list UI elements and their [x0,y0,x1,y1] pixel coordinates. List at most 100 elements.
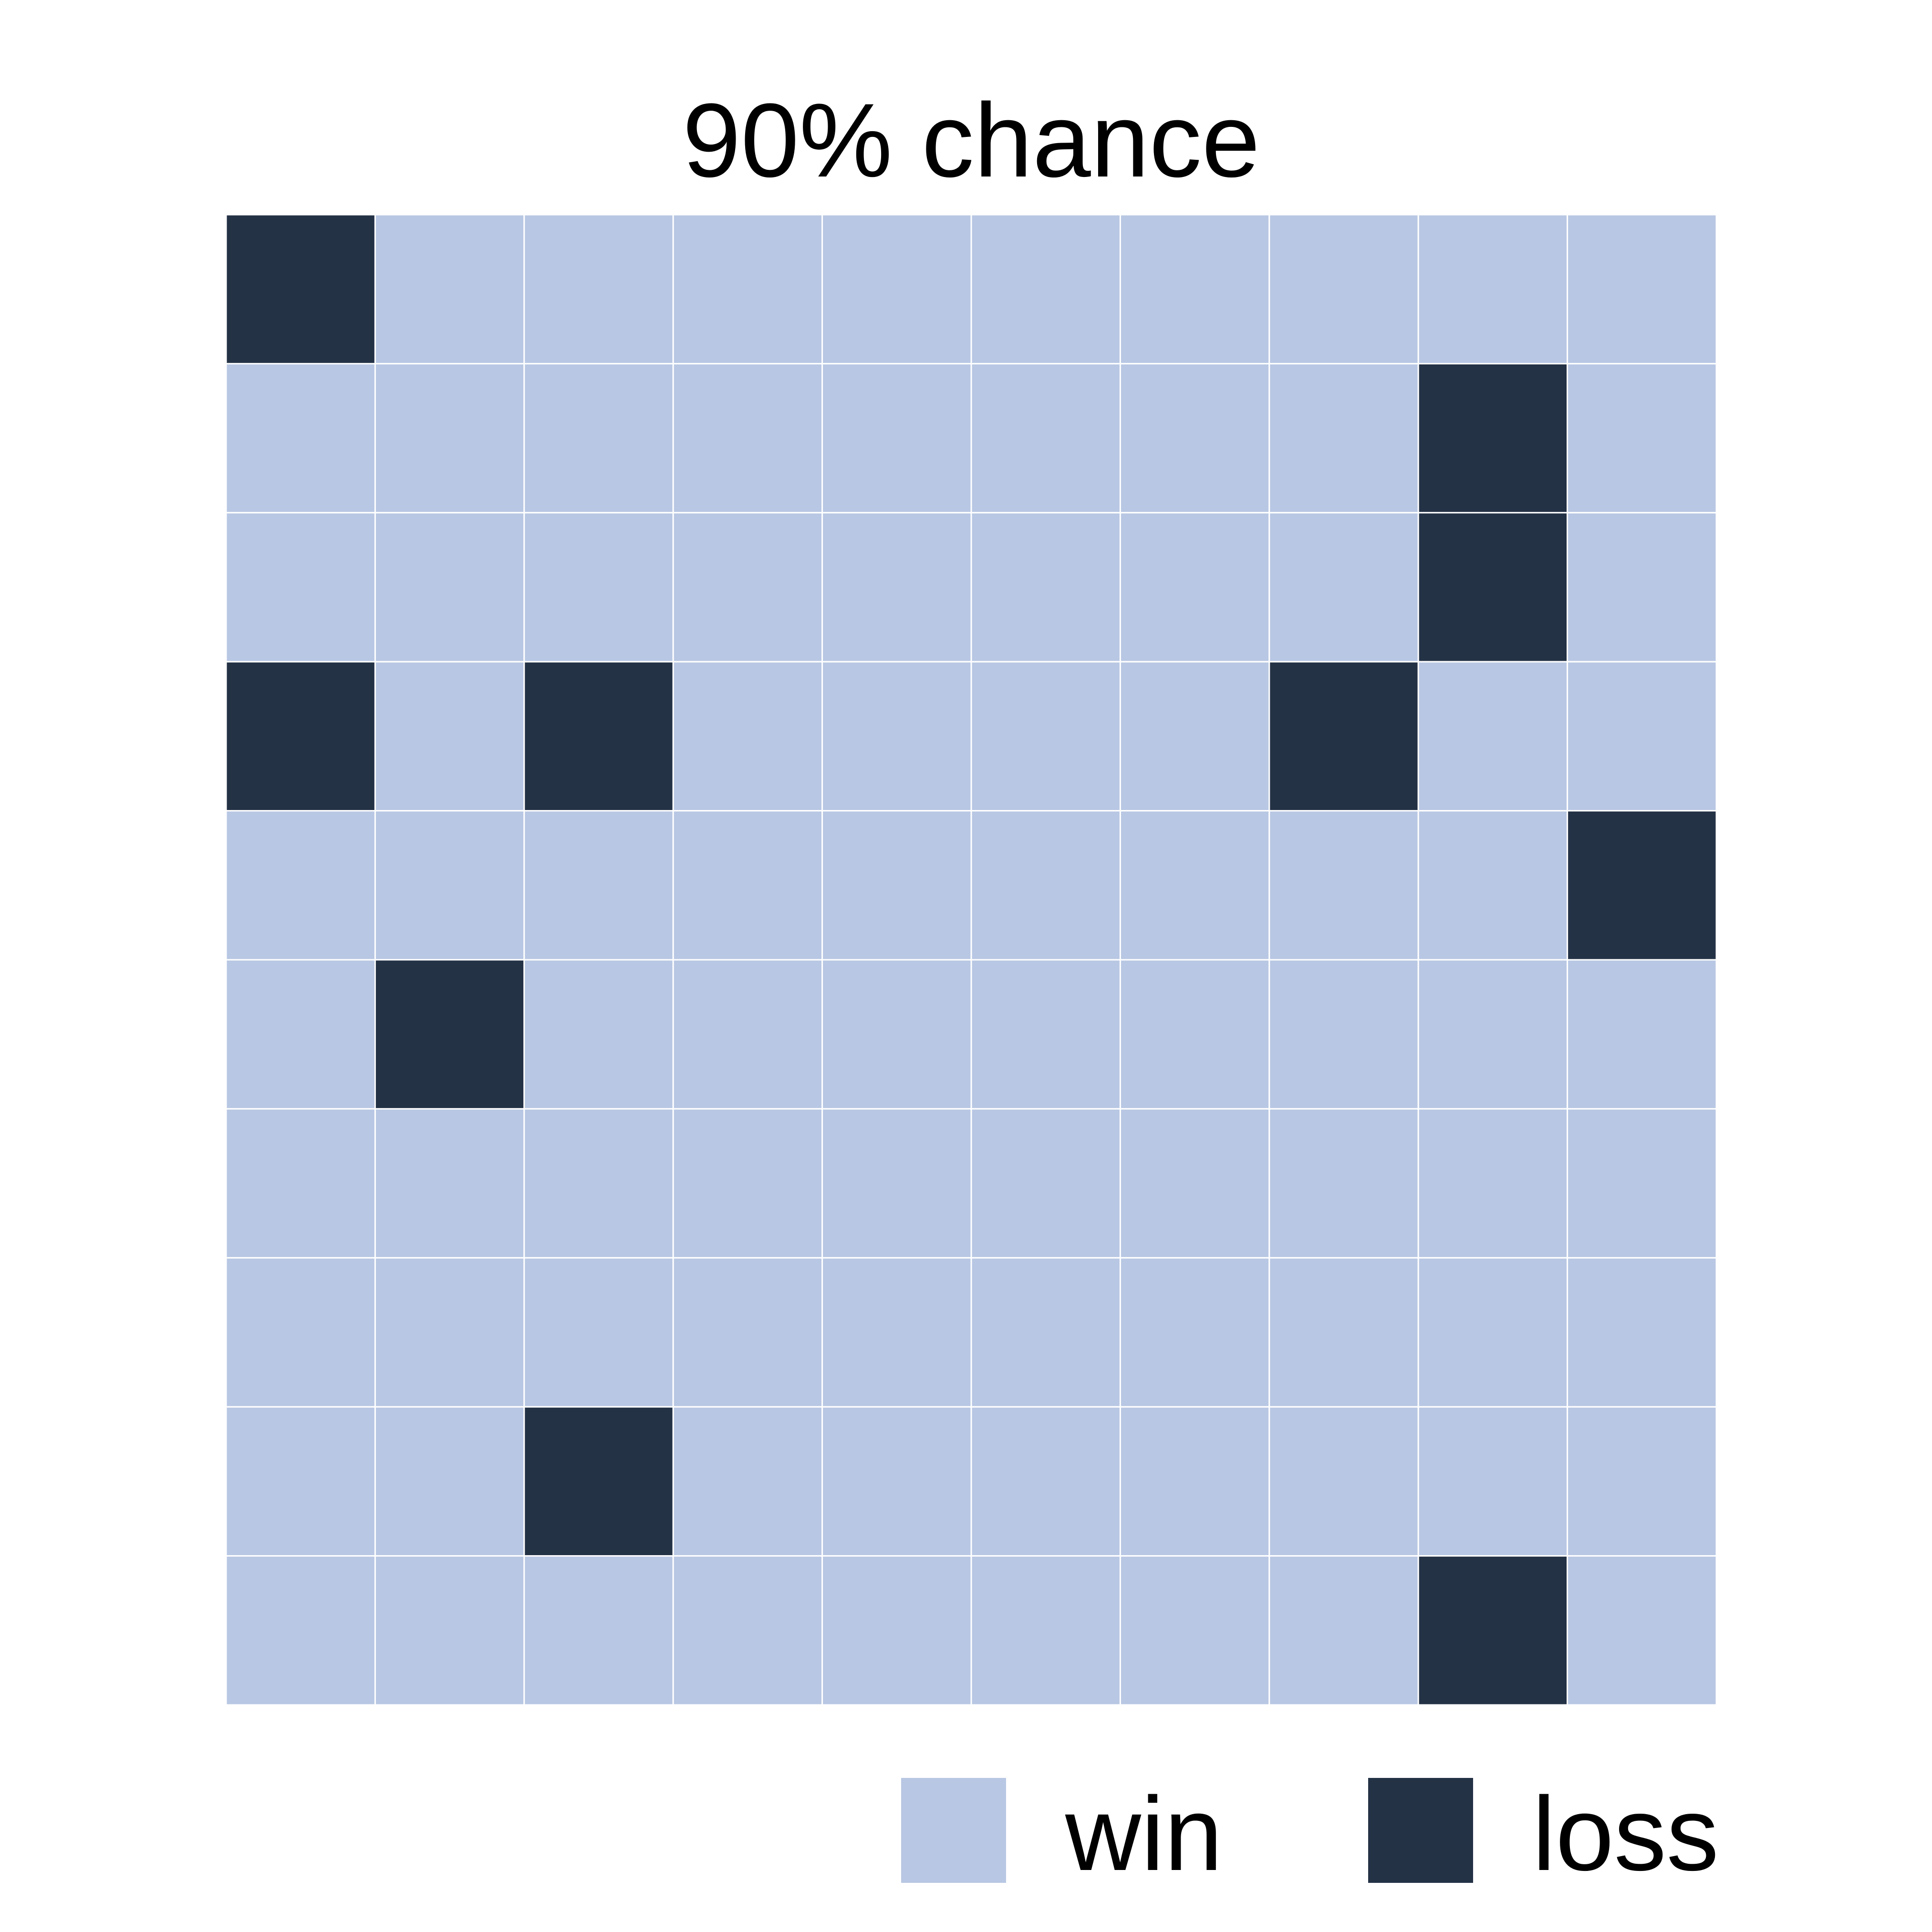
waffle-cell-win [225,1257,376,1408]
waffle-cell-win [225,959,376,1110]
waffle-cell-win [374,214,525,364]
waffle-cell-loss [1268,661,1419,812]
waffle-cell-win [672,363,823,514]
waffle-cell-win [374,1555,525,1706]
waffle-cell-win [374,363,525,514]
waffle-cell-win [1417,1108,1568,1259]
waffle-cell-win [225,512,376,663]
waffle-cell-win [1119,959,1270,1110]
waffle-cell-win [821,1555,972,1706]
waffle-cell-win [970,512,1121,663]
waffle-cell-loss [1417,512,1568,663]
legend-label-win: win [1065,1775,1223,1892]
waffle-cell-win [374,1406,525,1557]
waffle-cell-win [225,363,376,514]
waffle-cell-win [1417,1257,1568,1408]
waffle-cell-win [1417,661,1568,812]
waffle-cell-win [970,214,1121,364]
waffle-cell-win [1417,1406,1568,1557]
waffle-cell-win [821,512,972,663]
waffle-cell-loss [374,959,525,1110]
waffle-cell-win [672,810,823,961]
waffle-cell-win [523,959,674,1110]
waffle-cell-win [225,1108,376,1259]
waffle-cell-win [1119,661,1270,812]
waffle-cell-win [1119,1555,1270,1706]
waffle-cell-win [821,1257,972,1408]
waffle-cell-win [1567,1555,1717,1706]
waffle-cell-loss [225,661,376,812]
waffle-cell-win [1268,1555,1419,1706]
waffle-cell-loss [523,1406,674,1557]
waffle-grid [225,214,1717,1706]
waffle-cell-win [523,1108,674,1259]
waffle-cell-win [374,1257,525,1408]
waffle-cell-loss [1567,810,1717,961]
waffle-cell-win [672,1108,823,1259]
waffle-cell-win [1119,512,1270,663]
waffle-cell-win [672,661,823,812]
waffle-cell-win [821,959,972,1110]
legend-label-loss: loss [1532,1775,1719,1892]
waffle-cell-win [1417,214,1568,364]
waffle-cell-win [523,363,674,514]
waffle-cell-win [374,810,525,961]
waffle-cell-win [672,1555,823,1706]
waffle-cell-win [821,1108,972,1259]
waffle-cell-win [970,1257,1121,1408]
waffle-cell-win [1119,363,1270,514]
waffle-cell-win [1567,1108,1717,1259]
waffle-cell-win [225,810,376,961]
waffle-cell-win [523,1555,674,1706]
waffle-cell-win [672,1406,823,1557]
waffle-cell-win [1268,1406,1419,1557]
waffle-cell-win [1268,810,1419,961]
waffle-cell-win [1417,810,1568,961]
waffle-cell-win [1268,214,1419,364]
waffle-cell-win [1119,1108,1270,1259]
waffle-cell-win [821,214,972,364]
waffle-cell-win [374,512,525,663]
waffle-cell-win [1119,214,1270,364]
waffle-cell-win [1567,214,1717,364]
legend-swatch-loss [1368,1778,1473,1883]
waffle-cell-win [821,1406,972,1557]
waffle-cell-win [1567,363,1717,514]
waffle-cell-loss [1417,363,1568,514]
waffle-cell-win [1268,959,1419,1110]
waffle-cell-win [1567,661,1717,812]
waffle-cell-win [970,363,1121,514]
waffle-cell-win [225,1555,376,1706]
waffle-cell-win [1268,512,1419,663]
waffle-cell-win [1268,363,1419,514]
waffle-cell-win [1119,1406,1270,1557]
waffle-cell-win [523,1257,674,1408]
waffle-cell-win [1567,959,1717,1110]
waffle-cell-win [1567,512,1717,663]
waffle-cell-win [970,959,1121,1110]
waffle-cell-loss [1417,1555,1568,1706]
waffle-cell-win [672,959,823,1110]
waffle-cell-win [374,1108,525,1259]
waffle-cell-win [821,661,972,812]
waffle-cell-win [1567,1257,1717,1408]
waffle-cell-win [1417,959,1568,1110]
waffle-cell-win [672,1257,823,1408]
waffle-cell-win [225,1406,376,1557]
waffle-cell-loss [225,214,376,364]
waffle-cell-win [1119,810,1270,961]
waffle-cell-win [1268,1108,1419,1259]
waffle-cell-win [970,661,1121,812]
waffle-cell-win [1268,1257,1419,1408]
waffle-cell-win [1119,1257,1270,1408]
waffle-cell-win [523,512,674,663]
legend-swatch-win [901,1778,1006,1883]
waffle-cell-win [970,810,1121,961]
waffle-cell-win [821,363,972,514]
waffle-cell-loss [523,661,674,812]
waffle-cell-win [970,1108,1121,1259]
waffle-cell-win [672,512,823,663]
waffle-cell-win [970,1555,1121,1706]
waffle-cell-win [672,214,823,364]
